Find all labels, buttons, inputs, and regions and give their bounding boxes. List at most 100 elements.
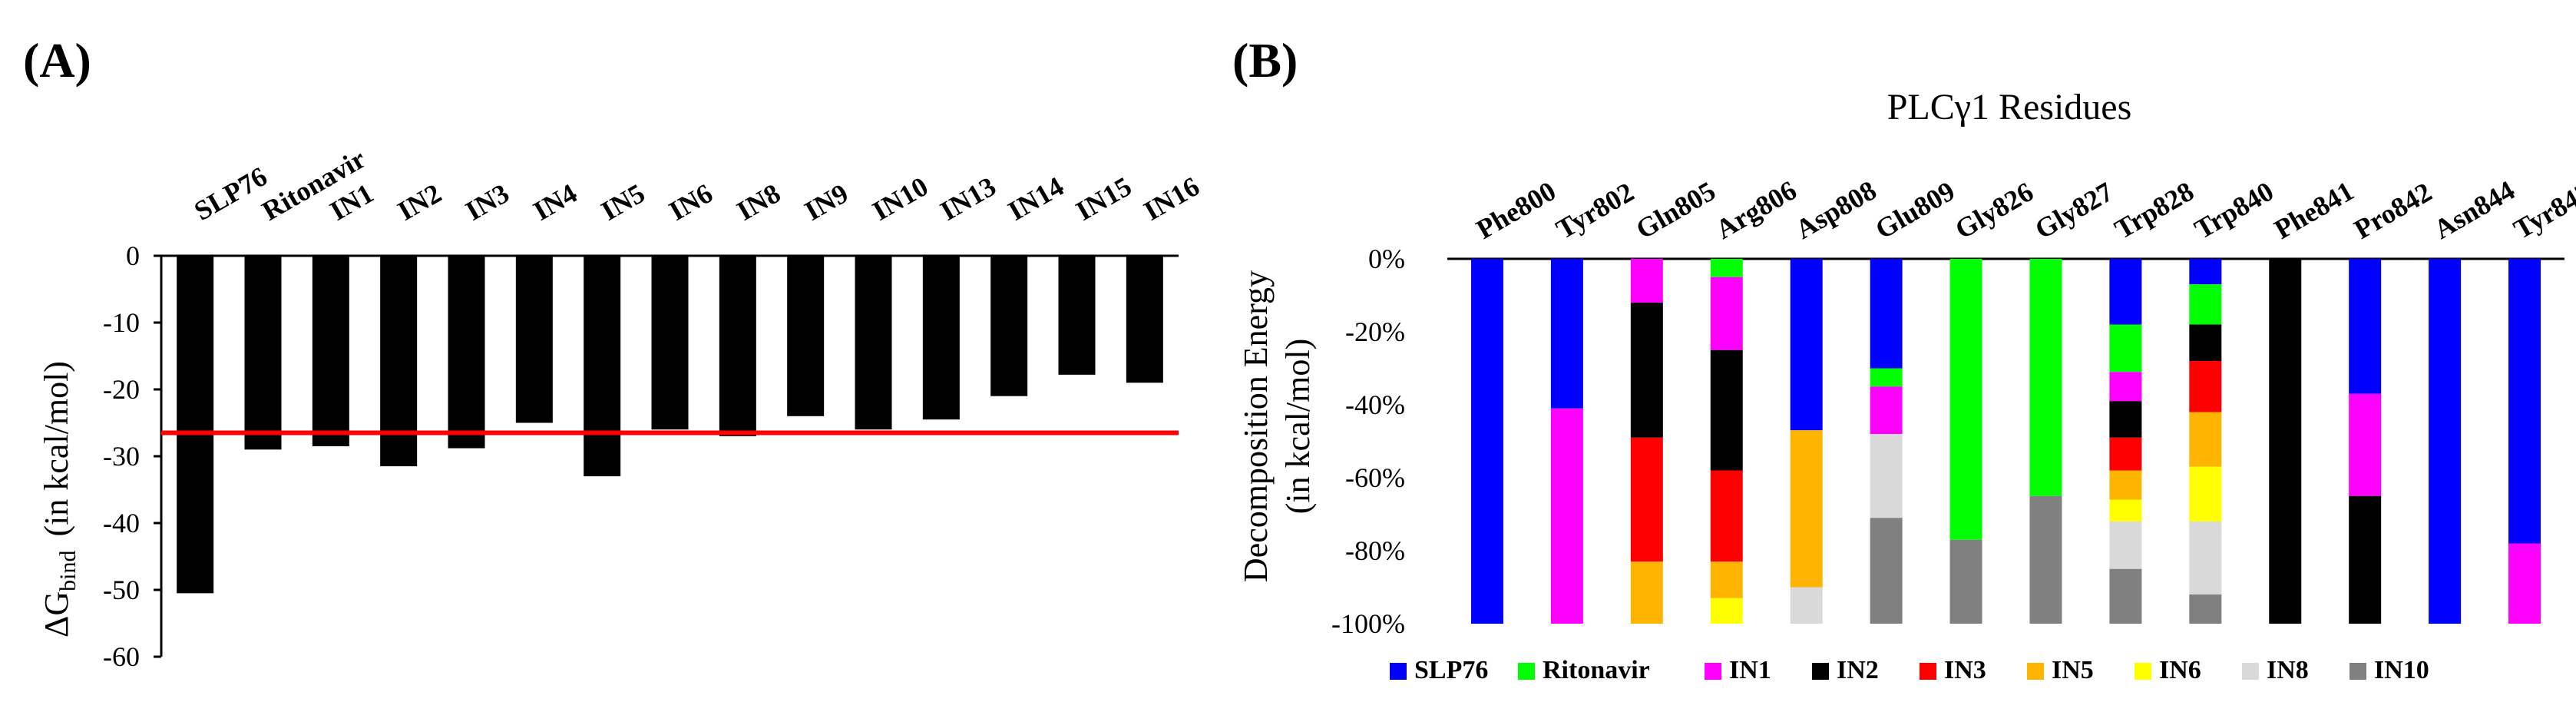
panel-a-category-label: IN9: [799, 177, 853, 227]
figure: (A) ΔGbind(in kcal/mol) 0-10-20-30-40-50…: [0, 0, 2576, 722]
panel-b-segment-in1: [2109, 372, 2141, 401]
panel-b-segment-in5: [2109, 471, 2141, 500]
panel-b-segment-in1: [1711, 277, 1743, 350]
panel-b-segment-in10: [1950, 540, 1982, 624]
panel-b-ytick-label: -60%: [1345, 462, 1405, 493]
panel-a-category-label: IN2: [392, 177, 446, 227]
panel-a-bar: [245, 256, 282, 449]
panel-a-category-label: IN13: [935, 171, 1001, 227]
panel-a-bar: [855, 256, 892, 429]
panel-b-segment-slp76: [2508, 259, 2541, 544]
panel-a-category-label: IN5: [596, 177, 650, 227]
legend-swatch-in10: [2349, 663, 2366, 680]
panel-b-segment-in1: [1631, 259, 1663, 303]
panel-a-bar: [787, 256, 824, 416]
panel-b-title: PLCγ1 Residues: [1887, 87, 2132, 128]
panel-b-category-label: Gly827: [2029, 176, 2118, 245]
panel-a-category-label: IN8: [732, 177, 785, 227]
panel-b-segment-in2: [2349, 496, 2381, 624]
panel-b-segment-in1: [2349, 394, 2381, 496]
panel-b-chart: 0% -20% -40% -60% -80% -100% Phe800Tyr802Gln80…: [1331, 174, 2576, 639]
panel-b-segment-ritonavir: [2029, 259, 2062, 496]
panel-b-segment-in10: [2109, 569, 2141, 624]
panel-a-ytick-label: -50: [103, 575, 140, 605]
panel-b-ytick-label: -100%: [1331, 608, 1405, 639]
legend-swatch-in5: [2027, 663, 2044, 680]
panel-a-category-label: IN4: [528, 177, 582, 227]
panel-a-ylabel-main: ΔG: [38, 591, 75, 638]
panel-a-ylabel: ΔGbind (in kcal/mol): [38, 361, 81, 638]
panel-b-category-label: Gln805: [1631, 175, 1721, 245]
panel-a-bar: [719, 256, 756, 436]
panel-b-segment-ritonavir: [1950, 259, 1982, 540]
panel-a-ytick-label: 0: [126, 240, 140, 271]
legend-label-in1: IN1: [1729, 656, 1771, 684]
panel-b-category-label: Gly826: [1950, 176, 2039, 245]
panel-b-category-label: Phe800: [1471, 175, 1561, 245]
panel-a-ylabel-sub: bind: [55, 551, 81, 591]
panel-b-segment-slp76: [2429, 259, 2461, 624]
panel-b-segment-ritonavir: [1711, 259, 1743, 277]
panel-b-segment-in3: [2109, 438, 2141, 471]
panel-b-segment-in5: [1711, 561, 1743, 598]
panel-b-segment-in3: [1711, 471, 1743, 562]
panel-a-category-label: IN16: [1139, 171, 1205, 227]
panel-b-ytick-label: -40%: [1345, 389, 1405, 420]
legend-swatch-in8: [2242, 663, 2259, 680]
panel-b-segment-slp76: [2109, 259, 2141, 325]
panel-a-ytick-label: -10: [103, 307, 140, 338]
panel-b-segment-in5: [1791, 430, 1823, 587]
panel-b-category-label: Tyr845: [2508, 177, 2576, 245]
panel-b-segment-in10: [2189, 594, 2221, 624]
panel-b-segment-in3: [1631, 438, 1663, 562]
panel-b-segment-ritonavir: [1870, 369, 1903, 387]
panel-a-bar: [448, 256, 485, 449]
panel-a-category-label: IN15: [1071, 171, 1137, 227]
panel-b-segment-in2: [1631, 303, 1663, 438]
panel-b-segment-in2: [2269, 259, 2301, 624]
legend-swatch-in3: [1920, 663, 1936, 680]
panel-b-category-label: Glu809: [1870, 175, 1960, 245]
panel-b-category-label: Arg806: [1711, 174, 1802, 245]
panel-a-category-label: IN10: [868, 171, 934, 227]
panel-b-segment-in8: [2189, 522, 2221, 594]
panel-a-ytick-label: -20: [103, 374, 140, 405]
panel-b-segment-in10: [2029, 496, 2062, 624]
panel-a-ylabel-rest: (in kcal/mol): [38, 361, 75, 537]
legend-label-in6: IN6: [2159, 656, 2201, 684]
panel-b-label: (B): [1232, 33, 1298, 88]
panel-b-segment-slp76: [1551, 259, 1583, 409]
legend-swatch-in2: [1812, 663, 1829, 680]
panel-b-segment-in6: [2109, 500, 2141, 522]
panel-a-category-label: IN6: [664, 177, 718, 227]
legend-swatch-slp76: [1390, 663, 1407, 680]
panel-b-segment-ritonavir: [2189, 284, 2221, 324]
panel-a-bar: [923, 256, 960, 419]
panel-a-bar: [312, 256, 349, 446]
panel-b-legend: SLP76 Ritonavir IN1 IN2 IN3 IN5 IN6 IN8 IN10: [1390, 656, 2429, 684]
panel-a-bar: [1126, 256, 1163, 383]
panel-b-segment-in1: [2508, 544, 2541, 624]
panel-a-category-label: IN3: [461, 177, 514, 227]
panel-a-category-label: IN14: [1003, 171, 1069, 227]
legend-label-ritonavir: Ritonavir: [1543, 656, 1650, 684]
panel-a-category-label: SLP76: [189, 161, 272, 227]
panel-a-ytick-label: -60: [103, 641, 140, 672]
panel-b-segment-ritonavir: [2109, 325, 2141, 373]
panel-b-segment-in2: [2109, 401, 2141, 438]
legend-label-in10: IN10: [2374, 656, 2429, 684]
panel-a-bar: [516, 256, 553, 423]
panel-a-bar: [652, 256, 689, 429]
panel-b-category-label: Pro842: [2349, 177, 2437, 245]
panel-a-bar: [1059, 256, 1096, 375]
panel-a-ytick-label: -40: [103, 508, 140, 538]
panel-b-category-label: Trp828: [2109, 176, 2198, 245]
panel-b-segment-in2: [1711, 350, 1743, 471]
panel-b-ylabel-line2: (in kcal/mol): [1279, 339, 1317, 515]
panel-b-category-label: Tyr802: [1551, 177, 1639, 245]
panel-b-segment-in3: [2189, 361, 2221, 412]
panel-b-segment-slp76: [1870, 259, 1903, 369]
panel-a-bar: [177, 256, 213, 593]
panel-a-label: (A): [23, 33, 91, 88]
